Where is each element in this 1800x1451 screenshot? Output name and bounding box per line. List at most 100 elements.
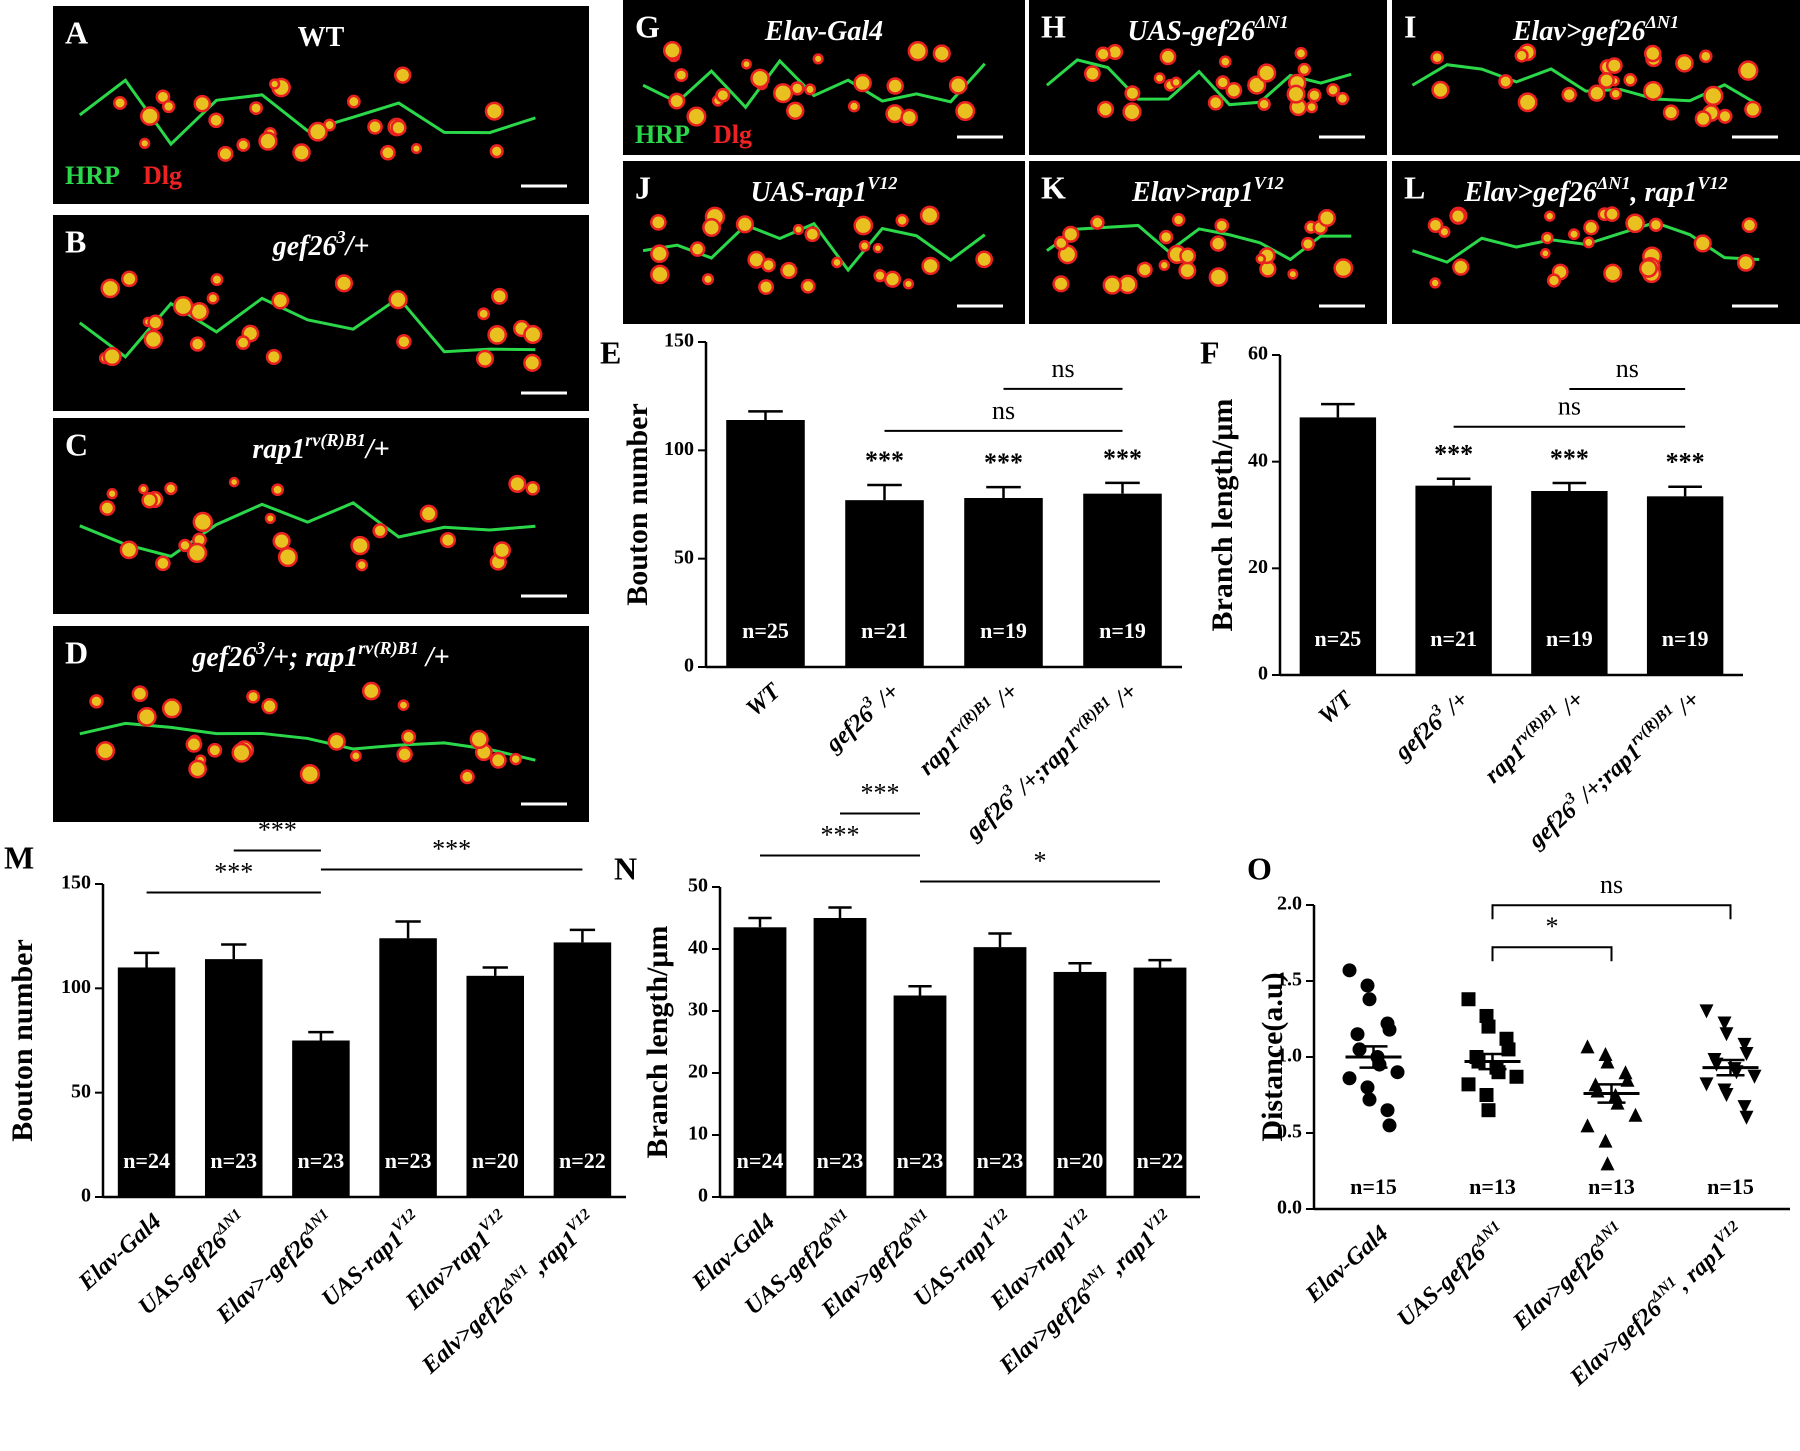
bouton <box>1583 219 1600 236</box>
point <box>1479 1088 1494 1102</box>
bouton <box>277 547 298 568</box>
bouton <box>1643 44 1662 63</box>
error-bar <box>748 916 772 928</box>
bouton <box>1625 213 1645 234</box>
panel-letter: O <box>1247 850 1272 886</box>
bouton <box>902 278 915 290</box>
bouton <box>1209 235 1227 252</box>
channel-label: Dlg <box>143 161 182 190</box>
panel-letter: D <box>65 634 88 670</box>
point <box>1600 1156 1615 1171</box>
x-tick-label-part: rv(R)B1 <box>1064 693 1114 740</box>
x-tick-label: rap1rv(R)B1 /+ <box>1477 684 1589 789</box>
bouton <box>1452 258 1470 276</box>
bouton <box>886 77 904 95</box>
n-label: n=19 <box>980 618 1027 643</box>
panel-title: UAS-rap1V12 <box>750 173 897 208</box>
bouton <box>208 112 224 129</box>
bouton <box>491 287 508 305</box>
bracket-label: * <box>1034 846 1047 875</box>
bar <box>553 942 612 1197</box>
bouton <box>1257 63 1277 83</box>
bouton <box>327 732 346 751</box>
n-label: n=23 <box>298 1148 345 1173</box>
bouton <box>1582 236 1595 249</box>
bouton <box>1588 84 1606 102</box>
y-tick-label: 50 <box>688 875 708 897</box>
bouton <box>1153 72 1166 85</box>
significance: *** <box>1550 444 1589 473</box>
micrograph <box>623 161 1025 324</box>
bouton <box>1178 261 1197 280</box>
bouton <box>1090 215 1105 230</box>
bouton <box>1546 273 1562 288</box>
bouton <box>475 349 495 368</box>
bouton <box>141 491 158 509</box>
significance: *** <box>865 446 904 475</box>
bouton <box>1430 50 1444 65</box>
bouton <box>246 689 261 704</box>
bouton <box>469 729 489 750</box>
panel-letter: A <box>65 14 88 50</box>
y-tick-label: 150 <box>61 872 91 894</box>
bouton <box>804 226 821 243</box>
bouton <box>1208 267 1229 287</box>
bouton <box>1335 91 1350 106</box>
error-bar <box>395 920 421 939</box>
bouton <box>1541 231 1554 245</box>
bouton <box>831 256 843 269</box>
bouton <box>1514 48 1529 63</box>
x-tick-label: gef263 /+ <box>818 676 904 758</box>
bouton <box>1215 75 1230 90</box>
significance: *** <box>1103 444 1142 473</box>
bouton <box>113 95 127 110</box>
bouton <box>1095 46 1111 62</box>
panel-letter: I <box>1404 8 1416 44</box>
bouton <box>272 532 291 551</box>
point <box>1461 1077 1476 1092</box>
panel-letter: K <box>1041 169 1066 205</box>
bouton <box>334 274 354 293</box>
bouton <box>975 250 994 269</box>
bouton <box>1662 104 1680 121</box>
y-tick-label: 150 <box>664 330 694 352</box>
bracket-label: * <box>1546 912 1559 941</box>
bouton <box>921 256 940 276</box>
y-axis-label: Distance(a.u) <box>1256 972 1289 1141</box>
bouton <box>207 742 223 758</box>
point <box>1390 1065 1405 1080</box>
bouton <box>258 131 278 151</box>
bouton <box>1257 97 1271 111</box>
bouton <box>735 215 754 234</box>
n-label: n=23 <box>977 1148 1024 1173</box>
bouton <box>1170 76 1182 89</box>
x-tick-label: UAS-gef26ΔN1 <box>1390 1218 1512 1332</box>
y-tick-label: 1.0 <box>1277 1045 1302 1067</box>
point <box>1352 1042 1367 1057</box>
n-label: n=21 <box>1430 626 1477 651</box>
bouton <box>1225 81 1243 99</box>
bouton <box>1638 258 1658 278</box>
bouton <box>853 73 872 93</box>
n-label: n=23 <box>897 1148 944 1173</box>
x-tick-label: WT <box>1313 685 1358 729</box>
bar <box>733 927 787 1197</box>
y-tick-label: 40 <box>1248 449 1268 471</box>
error-bar <box>133 951 160 968</box>
bouton <box>812 53 824 65</box>
bouton <box>236 138 251 152</box>
panel-title-part: /+ <box>344 231 370 262</box>
x-tick-label: gef263 /+ <box>1387 684 1473 766</box>
bouton <box>895 213 909 228</box>
bouton <box>1717 108 1733 124</box>
bouton <box>1333 258 1354 279</box>
point <box>1719 1088 1734 1102</box>
y-tick-label: 0 <box>698 1185 708 1207</box>
n-label: n=23 <box>210 1148 257 1173</box>
panel-title-part: ΔN1 <box>1644 12 1679 32</box>
bouton <box>1598 72 1615 89</box>
point <box>1628 1107 1643 1122</box>
bouton <box>102 347 122 367</box>
n-label: n=13 <box>1588 1174 1635 1199</box>
bouton <box>1609 87 1622 101</box>
